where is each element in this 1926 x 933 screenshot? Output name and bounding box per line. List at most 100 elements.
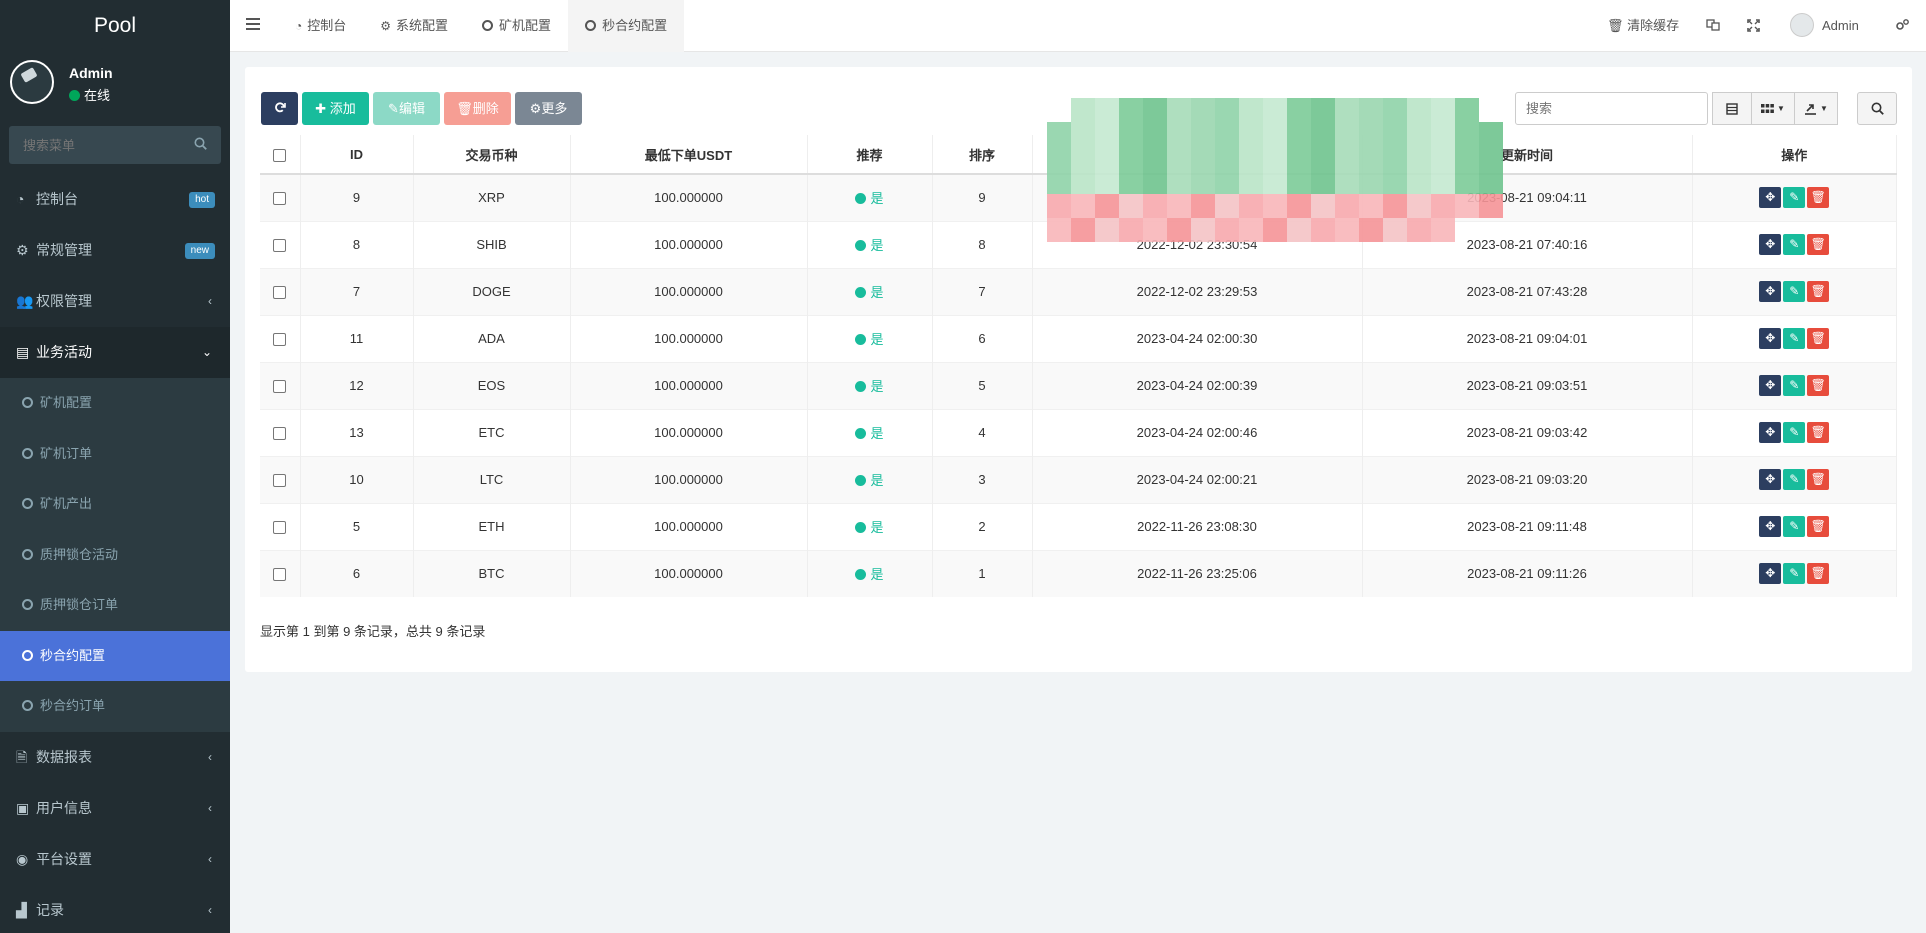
drag-button[interactable]: ✥: [1759, 281, 1782, 302]
recommend-label: 是: [870, 379, 884, 394]
cell-coin: BTC: [413, 549, 571, 597]
fullscreen-icon[interactable]: [1747, 0, 1760, 52]
row-delete-button[interactable]: 🗑: [1807, 422, 1830, 443]
row-checkbox[interactable]: [273, 568, 287, 582]
drag-button[interactable]: ✥: [1759, 187, 1782, 209]
export-button[interactable]: ▼: [1794, 92, 1838, 125]
row-edit-button[interactable]: ✎: [1783, 516, 1806, 537]
redaction-mosaic: [1047, 98, 1507, 243]
sidebar-item-items_after-0[interactable]: 🗎 数据报表 ‹: [0, 732, 230, 783]
drag-button[interactable]: ✥: [1759, 375, 1782, 396]
sidebar-item-items_after-1[interactable]: ▣ 用户信息 ‹: [0, 783, 230, 834]
tab-2[interactable]: 矿机配置: [465, 0, 568, 52]
row-delete-button[interactable]: 🗑: [1807, 281, 1830, 302]
sidebar-item-items-1[interactable]: ⚙ 常规管理 new: [0, 225, 230, 276]
row-checkbox[interactable]: [273, 427, 287, 441]
row-delete-button[interactable]: 🗑: [1807, 516, 1830, 537]
cell-updated: 2023-08-21 09:11:26: [1362, 549, 1693, 597]
add-button[interactable]: ✚ 添加: [302, 92, 369, 125]
sidebar-subitem-1[interactable]: 矿机订单: [0, 429, 230, 480]
row-checkbox[interactable]: [273, 380, 287, 394]
sidebar-item-items-3[interactable]: ▤ 业务活动 ⌄: [0, 327, 230, 378]
recommend-status[interactable]: 是: [855, 426, 884, 441]
sidebar-subitem-3[interactable]: 质押锁仓活动: [0, 530, 230, 581]
sidebar-subitem-2[interactable]: 矿机产出: [0, 479, 230, 530]
toggle-view-button[interactable]: [1712, 92, 1752, 125]
header-min-usdt[interactable]: 最低下单USDT: [570, 135, 808, 175]
cell-coin: EOS: [413, 361, 571, 409]
brand-logo[interactable]: Pool: [0, 0, 230, 52]
row-edit-button[interactable]: ✎: [1783, 328, 1806, 349]
more-button[interactable]: ⚙更多: [515, 92, 582, 125]
user-menu[interactable]: Admin: [1790, 0, 1859, 52]
recommend-status[interactable]: 是: [855, 520, 884, 535]
row-edit-button[interactable]: ✎: [1783, 187, 1806, 209]
cell-id: 8: [300, 220, 414, 268]
sidebar-subitem-4[interactable]: 质押锁仓订单: [0, 580, 230, 631]
menu-toggle-icon[interactable]: [246, 18, 260, 30]
drag-button[interactable]: ✥: [1759, 234, 1782, 255]
row-delete-button[interactable]: 🗑: [1807, 234, 1830, 255]
recommend-status[interactable]: 是: [855, 238, 884, 253]
row-checkbox[interactable]: [273, 239, 287, 253]
drag-button[interactable]: ✥: [1759, 516, 1782, 537]
cell-recommend: 是: [807, 455, 933, 503]
sidebar-subitem-5[interactable]: 秒合约配置: [0, 630, 230, 681]
row-edit-button[interactable]: ✎: [1783, 375, 1806, 396]
pagination-info: 显示第 1 到第 9 条记录，总共 9 条记录: [260, 624, 486, 639]
row-checkbox[interactable]: [273, 474, 287, 488]
language-icon[interactable]: [1706, 0, 1720, 52]
sidebar-subitem-0[interactable]: 矿机配置: [0, 378, 230, 429]
edit-button[interactable]: ✎编辑: [373, 92, 440, 125]
drag-button[interactable]: ✥: [1759, 563, 1782, 585]
table-search-button[interactable]: [1857, 92, 1897, 125]
row-checkbox[interactable]: [273, 286, 287, 300]
row-edit-button[interactable]: ✎: [1783, 422, 1806, 443]
row-edit-button[interactable]: ✎: [1783, 281, 1806, 302]
drag-button[interactable]: ✥: [1759, 328, 1782, 349]
drag-button[interactable]: ✥: [1759, 469, 1782, 490]
tab-0[interactable]: ◔ 控制台: [278, 0, 363, 52]
header-recommend[interactable]: 推荐: [807, 135, 933, 175]
menu-search-input[interactable]: [9, 126, 189, 164]
recommend-status[interactable]: 是: [855, 191, 884, 206]
row-checkbox[interactable]: [273, 521, 287, 535]
add-label: 添加: [329, 101, 356, 116]
refresh-button[interactable]: [261, 92, 298, 125]
drag-button[interactable]: ✥: [1759, 422, 1782, 443]
delete-button[interactable]: 🗑删除: [444, 92, 511, 125]
recommend-status[interactable]: 是: [855, 473, 884, 488]
row-edit-button[interactable]: ✎: [1783, 563, 1806, 585]
recommend-status[interactable]: 是: [855, 285, 884, 300]
clear-cache-button[interactable]: 🗑 清除缓存: [1607, 0, 1679, 52]
row-delete-button[interactable]: 🗑: [1807, 563, 1830, 585]
row-delete-button[interactable]: 🗑: [1807, 375, 1830, 396]
cell-min-usdt: 100.000000: [570, 314, 808, 362]
sidebar: Pool Admin 在线 ◔ 控制台 hot ⚙ 常规管理 new 👥权限管理 ‹ ▤ 业务活动…: [0, 0, 230, 933]
header-coin[interactable]: 交易币种: [413, 135, 571, 175]
row-edit-button[interactable]: ✎: [1783, 234, 1806, 255]
sidebar-subitem-6[interactable]: 秒合约订单: [0, 681, 230, 732]
row-delete-button[interactable]: 🗑: [1807, 469, 1830, 490]
header-id[interactable]: ID: [300, 135, 414, 175]
recommend-status[interactable]: 是: [855, 332, 884, 347]
row-edit-button[interactable]: ✎: [1783, 469, 1806, 490]
row-delete-button[interactable]: 🗑: [1807, 328, 1830, 349]
sidebar-item-items-0[interactable]: ◔ 控制台 hot: [0, 174, 230, 225]
sidebar-item-items_after-3[interactable]: ▟ 记录 ‹: [0, 885, 230, 933]
header-sort[interactable]: 排序: [932, 135, 1033, 175]
tab-1[interactable]: ⚙ 系统配置: [363, 0, 465, 52]
columns-button[interactable]: ▼: [1751, 92, 1795, 125]
row-delete-button[interactable]: 🗑: [1807, 187, 1830, 209]
table-search-input[interactable]: [1516, 93, 1701, 124]
recommend-status[interactable]: 是: [855, 379, 884, 394]
tab-3[interactable]: 秒合约配置: [568, 0, 685, 52]
row-checkbox[interactable]: [273, 333, 287, 347]
recommend-status[interactable]: 是: [855, 567, 884, 582]
select-all-checkbox[interactable]: [273, 148, 287, 162]
sidebar-item-items_after-2[interactable]: ◉ 平台设置 ‹: [0, 834, 230, 885]
sidebar-item-items-2[interactable]: 👥 权限管理 ‹: [0, 276, 230, 327]
cogs-icon[interactable]: [1895, 0, 1910, 52]
search-icon[interactable]: [194, 137, 207, 150]
row-checkbox[interactable]: [273, 192, 287, 206]
